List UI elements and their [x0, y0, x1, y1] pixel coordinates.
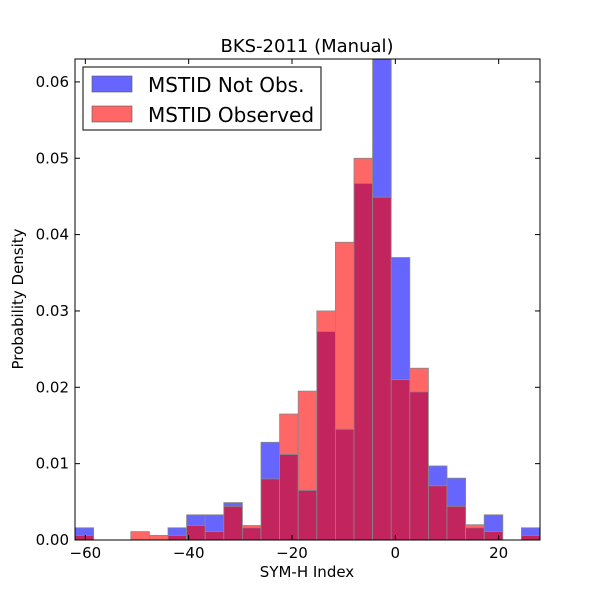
- histogram-bar-overlap: [75, 535, 95, 540]
- histogram-bar-excess: [446, 477, 467, 507]
- histogram-bar-excess: [130, 531, 150, 540]
- histogram-bar-overlap: [334, 428, 355, 540]
- histogram-bar-excess: [75, 527, 95, 536]
- histogram-bar-excess: [316, 310, 336, 332]
- histogram-bar-excess: [186, 514, 206, 526]
- histogram-bar-overlap: [409, 391, 429, 540]
- histogram-bar-overlap: [186, 525, 206, 540]
- y-tick-label: 0.03: [36, 302, 69, 320]
- plot-frame: [74, 58, 541, 541]
- histogram-bar-excess: [260, 441, 281, 480]
- y-tick-label: 0.05: [36, 149, 69, 167]
- histogram-bar-excess: [390, 257, 411, 381]
- histogram-bar-overlap: [483, 531, 504, 540]
- histogram-bar-overlap: [223, 506, 243, 540]
- histogram-bar-overlap: [279, 454, 299, 540]
- x-axis-label: SYM-H Index: [260, 563, 355, 581]
- histogram-bar-overlap: [465, 527, 485, 540]
- histogram-bar-excess: [148, 535, 169, 540]
- histogram-bar-overlap: [372, 196, 392, 540]
- histogram-bar-excess: [409, 367, 429, 393]
- y-tick-label: 0.00: [36, 531, 69, 549]
- histogram-bar-excess: [353, 157, 374, 184]
- histogram-bar-overlap: [521, 535, 540, 540]
- y-axis-label: Probability Density: [9, 228, 27, 369]
- histogram-bar-excess: [465, 524, 485, 529]
- histogram-bar-overlap: [446, 506, 467, 540]
- histogram-bar-overlap: [427, 485, 448, 540]
- legend-label-not-observed: MSTID Not Obs.: [148, 73, 304, 97]
- x-tick-label: 0: [391, 544, 401, 562]
- legend-label-observed: MSTID Observed: [148, 103, 314, 127]
- y-tick-label: 0.04: [36, 226, 69, 244]
- histogram-bar-overlap: [297, 489, 318, 540]
- histogram-bar-overlap: [204, 531, 225, 540]
- histogram-bar-excess: [167, 527, 188, 536]
- bars-layer: [75, 59, 540, 540]
- legend-swatch-observed: [91, 105, 133, 123]
- histogram-bar-excess: [297, 390, 318, 491]
- legend: MSTID Not Obs. MSTID Observed: [82, 66, 322, 131]
- x-tick-label: −60: [70, 544, 102, 562]
- x-tick-label: −40: [173, 544, 205, 562]
- chart-title: BKS-2011 (Manual): [220, 36, 393, 57]
- histogram-bar-overlap: [260, 478, 281, 540]
- histogram-bar-excess: [372, 59, 392, 198]
- x-tick-label: −20: [276, 544, 308, 562]
- histogram-bar-overlap: [316, 331, 336, 540]
- y-tick-label: 0.06: [36, 73, 69, 91]
- histogram-bar-excess: [427, 465, 448, 487]
- histogram-bar-excess: [223, 502, 243, 507]
- histogram-bar-excess: [521, 527, 540, 536]
- ticks-layer: −60 −40 −20 0 20 0.00 0.01 0.02 0.03 0.04 0.05 0.06: [36, 59, 540, 562]
- histogram-bar-overlap: [167, 535, 188, 540]
- histogram-bar-overlap: [390, 379, 411, 540]
- y-tick-label: 0.02: [36, 378, 69, 396]
- histogram-bar-excess: [334, 241, 355, 430]
- legend-swatch-not-observed: [91, 75, 133, 93]
- x-tick-label: 20: [489, 544, 508, 562]
- histogram-bar-excess: [279, 413, 299, 455]
- histogram-bar-overlap: [353, 183, 374, 540]
- y-tick-label: 0.01: [36, 455, 69, 473]
- histogram-bar-overlap: [241, 527, 262, 540]
- histogram-bar-excess: [483, 514, 504, 533]
- histogram-bar-excess: [204, 514, 225, 533]
